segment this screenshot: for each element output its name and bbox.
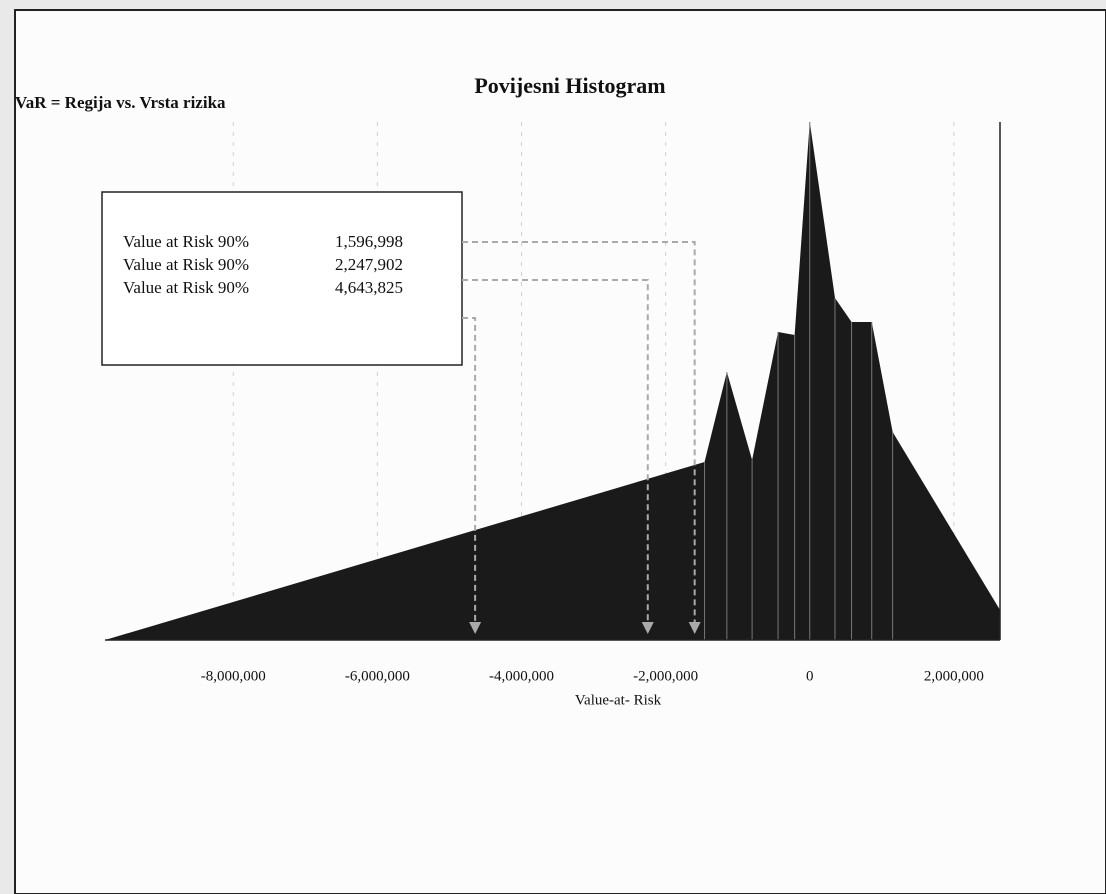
var-label: Value at Risk 90%: [123, 255, 249, 274]
chart-title: Povijesni Histogram: [474, 73, 665, 98]
area: [105, 122, 1000, 640]
var-arrow: [462, 279, 649, 628]
x-tick-label: -6,000,000: [345, 668, 410, 684]
x-tick-label: -2,000,000: [633, 668, 698, 684]
var-value: 1,596,998: [335, 232, 403, 251]
x-tick-label: 2,000,000: [924, 668, 984, 684]
frame: [14, 9, 1106, 894]
x-tick-label: -8,000,000: [201, 668, 266, 684]
var-arrow: [462, 241, 696, 628]
var-label: Value at Risk 90%: [123, 278, 249, 297]
var-box: [101, 191, 463, 366]
x-tick-label: -4,000,000: [489, 668, 554, 684]
x-axis-label: Value-at- Risk: [575, 692, 662, 708]
var-value: 4,643,825: [335, 278, 403, 297]
var-arrowhead: [469, 622, 482, 634]
var-arrowhead: [688, 622, 701, 634]
x-tick-label: 0: [806, 668, 814, 684]
subtitle: VaR = Regija vs. Vrsta rizika: [15, 93, 226, 112]
var-label: Value at Risk 90%: [123, 232, 249, 251]
var-arrow: [462, 317, 477, 628]
var-value: 2,247,902: [335, 255, 403, 274]
var-arrowhead: [641, 622, 654, 634]
